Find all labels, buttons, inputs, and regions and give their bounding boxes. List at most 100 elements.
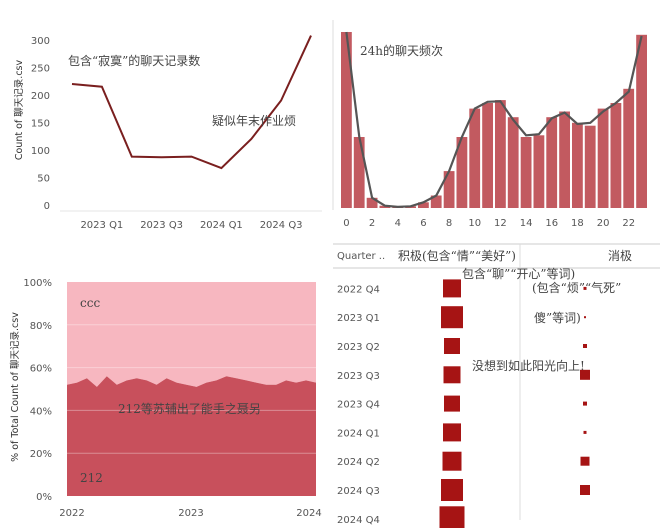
y-tick-label: 50 (37, 174, 50, 185)
percent-tick-label: 40% (30, 406, 52, 417)
hour-bar (469, 108, 481, 208)
hour-tick-label: 6 (420, 218, 426, 229)
year-tick-label: 2022 (59, 508, 84, 519)
hour-bar (443, 171, 455, 208)
annotation-negative: 消极 (608, 249, 632, 263)
hourly-trend-line (345, 31, 643, 209)
hour-tick-label: 16 (545, 218, 558, 229)
annotation-212-middle: 212等苏辅出了能手之聂另 (118, 402, 261, 416)
hour-bar (623, 88, 635, 208)
line-chart-panel: Count of 聊天记录.csv 0 50 100 150 200 250 300 202… (13, 35, 322, 231)
percent-tick-label: 0% (36, 492, 52, 503)
hour-bar (341, 32, 352, 208)
hour-bar (366, 197, 378, 208)
hour-bar (610, 103, 622, 208)
annotation-sunny: 没想到如此阳光向上! (472, 358, 585, 373)
positive-square (443, 366, 461, 384)
stacked-area-panel: % of Total Count of 聊天记录.csv 0% 20% 40% 60%… (9, 278, 322, 519)
annotation-year-end: 疑似年末作业烦 (212, 113, 296, 128)
positive-square (441, 479, 463, 501)
x-tick-label: 2024 Q3 (260, 220, 303, 231)
hour-tick-label: 10 (468, 218, 481, 229)
hour-bar (456, 137, 468, 208)
quarter-label: 2024 Q4 (337, 515, 380, 526)
annotation-neg-words-2: 傻”等词) (534, 311, 581, 325)
annotation-neg-words-1: (包含“烦”“气死” (532, 280, 621, 295)
quarter-label: 2023 Q1 (337, 313, 380, 324)
annotation-pos-words: 包含“聊”“开心”等词) (462, 266, 575, 281)
hour-tick-label: 22 (622, 218, 635, 229)
hour-bar (495, 100, 506, 208)
negative-square (583, 430, 587, 434)
y-tick-label: 100 (31, 146, 50, 157)
positive-square (443, 279, 461, 298)
area-series-bottom (67, 376, 316, 496)
hour-bar (379, 205, 391, 208)
y-tick-label: 200 (31, 91, 50, 102)
hour-tick-label: 12 (494, 218, 507, 229)
annotation-24h: 24h的聊天频次 (360, 43, 443, 58)
positive-square (439, 506, 465, 528)
quarter-table-panel: Quarter .. 积极(包含“情”“美好”) 消极 2022 Q4 2023 … (333, 243, 660, 528)
table-header: Quarter .. (337, 251, 385, 262)
quarter-label: 2024 Q1 (337, 428, 380, 439)
hourly-bar-panel: 0 2 4 6 8 10 12 14 16 18 20 22 24h的聊天频次 (332, 20, 647, 229)
y-axis-label: Count of 聊天记录.csv (13, 60, 25, 161)
x-tick-label: 2023 Q3 (140, 220, 183, 231)
quarter-label: 2024 Q3 (337, 486, 380, 497)
quarter-label: 2023 Q4 (337, 400, 380, 411)
hour-tick-label: 18 (571, 218, 584, 229)
hour-bar (597, 108, 609, 208)
negative-square (584, 316, 586, 319)
negative-square (580, 456, 590, 466)
percent-tick-label: 60% (30, 364, 52, 375)
quarter-label: 2023 Q2 (337, 342, 380, 353)
hour-bar (636, 34, 647, 208)
year-tick-label: 2023 (178, 508, 203, 519)
positive-square (441, 306, 463, 329)
annotation-title: 包含“寂寞”的聊天记录数 (68, 53, 200, 68)
hour-tick-label: 8 (446, 218, 452, 229)
hour-tick-label: 0 (343, 218, 349, 229)
percent-tick-label: 20% (30, 449, 52, 460)
percent-tick-label: 100% (23, 278, 52, 289)
hour-bar (507, 117, 519, 208)
hour-tick-label: 14 (520, 218, 533, 229)
negative-square (580, 369, 590, 380)
negative-square (583, 286, 587, 290)
hour-bar (572, 122, 583, 208)
hour-tick-label: 2 (369, 218, 375, 229)
x-tick-label: 2024 Q1 (200, 220, 243, 231)
y-tick-label: 150 (31, 119, 50, 130)
hour-bar (520, 137, 532, 208)
positive-square (443, 423, 461, 442)
positive-square (444, 338, 460, 354)
hour-bar (353, 137, 365, 208)
hour-tick-label: 20 (597, 218, 610, 229)
y-tick-label: 300 (31, 36, 50, 47)
hour-bar (584, 125, 596, 208)
quarter-label: 2023 Q3 (337, 371, 380, 382)
negative-square (583, 344, 587, 348)
chat-count-line (71, 35, 312, 170)
x-tick-label: 2023 Q1 (80, 220, 123, 231)
percent-tick-label: 80% (30, 321, 52, 332)
y-axis-label-area: % of Total Count of 聊天记录.csv (9, 312, 21, 462)
hour-bar (430, 195, 442, 208)
hour-bar (482, 103, 493, 208)
negative-square (580, 485, 590, 495)
quarter-label: 2024 Q2 (337, 457, 380, 468)
year-tick-label: 2024 (296, 508, 321, 519)
annotation-ccc: ccc (80, 296, 100, 310)
hour-bar (418, 202, 429, 208)
positive-square (444, 395, 460, 412)
positive-square (442, 451, 462, 471)
annotation-212-bottom: 212 (80, 471, 103, 485)
hour-bar (546, 117, 558, 208)
annotation-positive: 积极(包含“情”“美好”) (398, 248, 516, 263)
hour-tick-label: 4 (395, 218, 401, 229)
negative-square (583, 401, 587, 406)
area-series-top (67, 282, 316, 387)
hour-bar (533, 135, 545, 208)
